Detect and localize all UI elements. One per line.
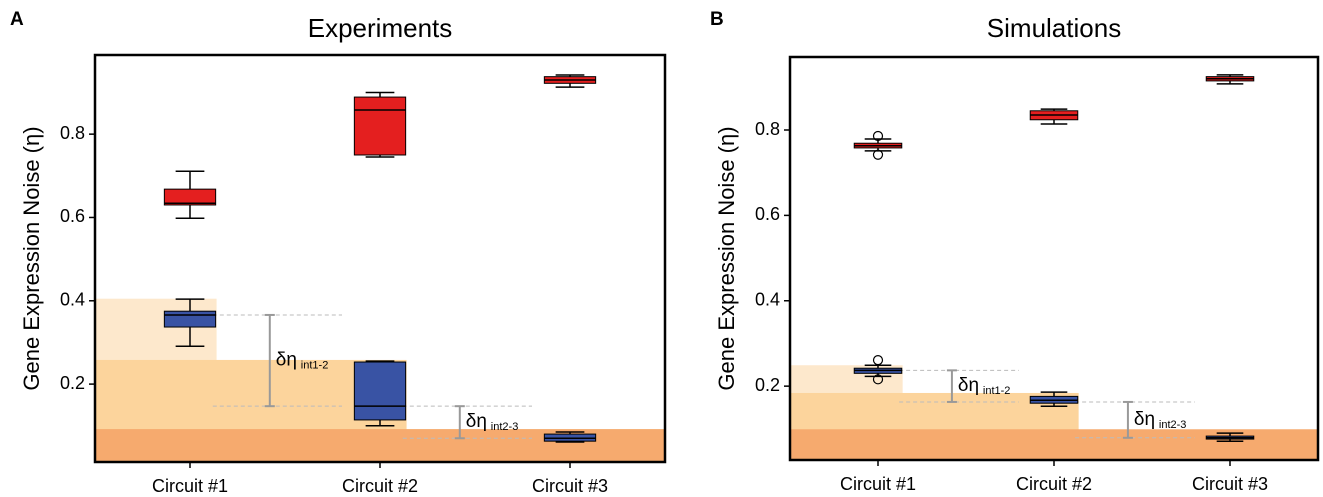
panel-label: B [710,9,724,30]
x-tick-label: Circuit #2 [342,476,418,496]
x-tick-label: Circuit #2 [1016,474,1092,494]
panel-label: A [10,9,24,30]
x-tick-label: Circuit #3 [1192,474,1268,494]
y-tick-label: 0.6 [60,206,85,226]
background-band [790,429,1318,460]
flier [872,130,884,142]
box [163,310,217,328]
flier [872,149,884,160]
x-tick-label: Circuit #3 [532,476,608,496]
annotation-label: δη [958,375,979,396]
box [353,96,407,156]
y-axis-label: Gene Expression Noise (η) [19,126,44,390]
x-tick-label: Circuit #1 [152,476,228,496]
annotation-label: δη [1134,409,1155,430]
y-tick-label: 0.8 [60,123,85,143]
y-tick-label: 0.4 [755,290,780,310]
annotation-label: δη [276,350,297,371]
y-tick-label: 0.4 [60,290,85,310]
annotation-subscript: int1-2 [983,385,1011,397]
box [353,361,407,421]
y-tick-label: 0.2 [60,373,85,393]
annotation-label: δη [466,411,487,432]
chart-title: Simulations [987,13,1121,43]
annotation-subscript: int2-3 [491,421,519,433]
panel: δη int1-2 δη int2-3 0.2 0.4 0.6 0.8 Circuit #1 Ci… [710,9,1320,494]
y-tick-label: 0.2 [755,375,780,395]
annotation-subscript: int2-3 [1159,419,1187,431]
y-tick-label: 0.6 [755,204,780,224]
flier [872,355,884,366]
x-tick-label: Circuit #1 [840,474,916,494]
y-tick-label: 0.8 [755,119,780,139]
annotation-subscript: int1-2 [301,359,329,371]
flier [872,374,884,385]
y-axis-label: Gene Expression Noise (η) [714,126,739,390]
panel: δη int1-2 δη int2-3 0.2 0.4 0.6 0.8 Circuit #1 Ci… [10,9,667,496]
chart-title: Experiments [308,13,453,43]
box [163,188,217,206]
